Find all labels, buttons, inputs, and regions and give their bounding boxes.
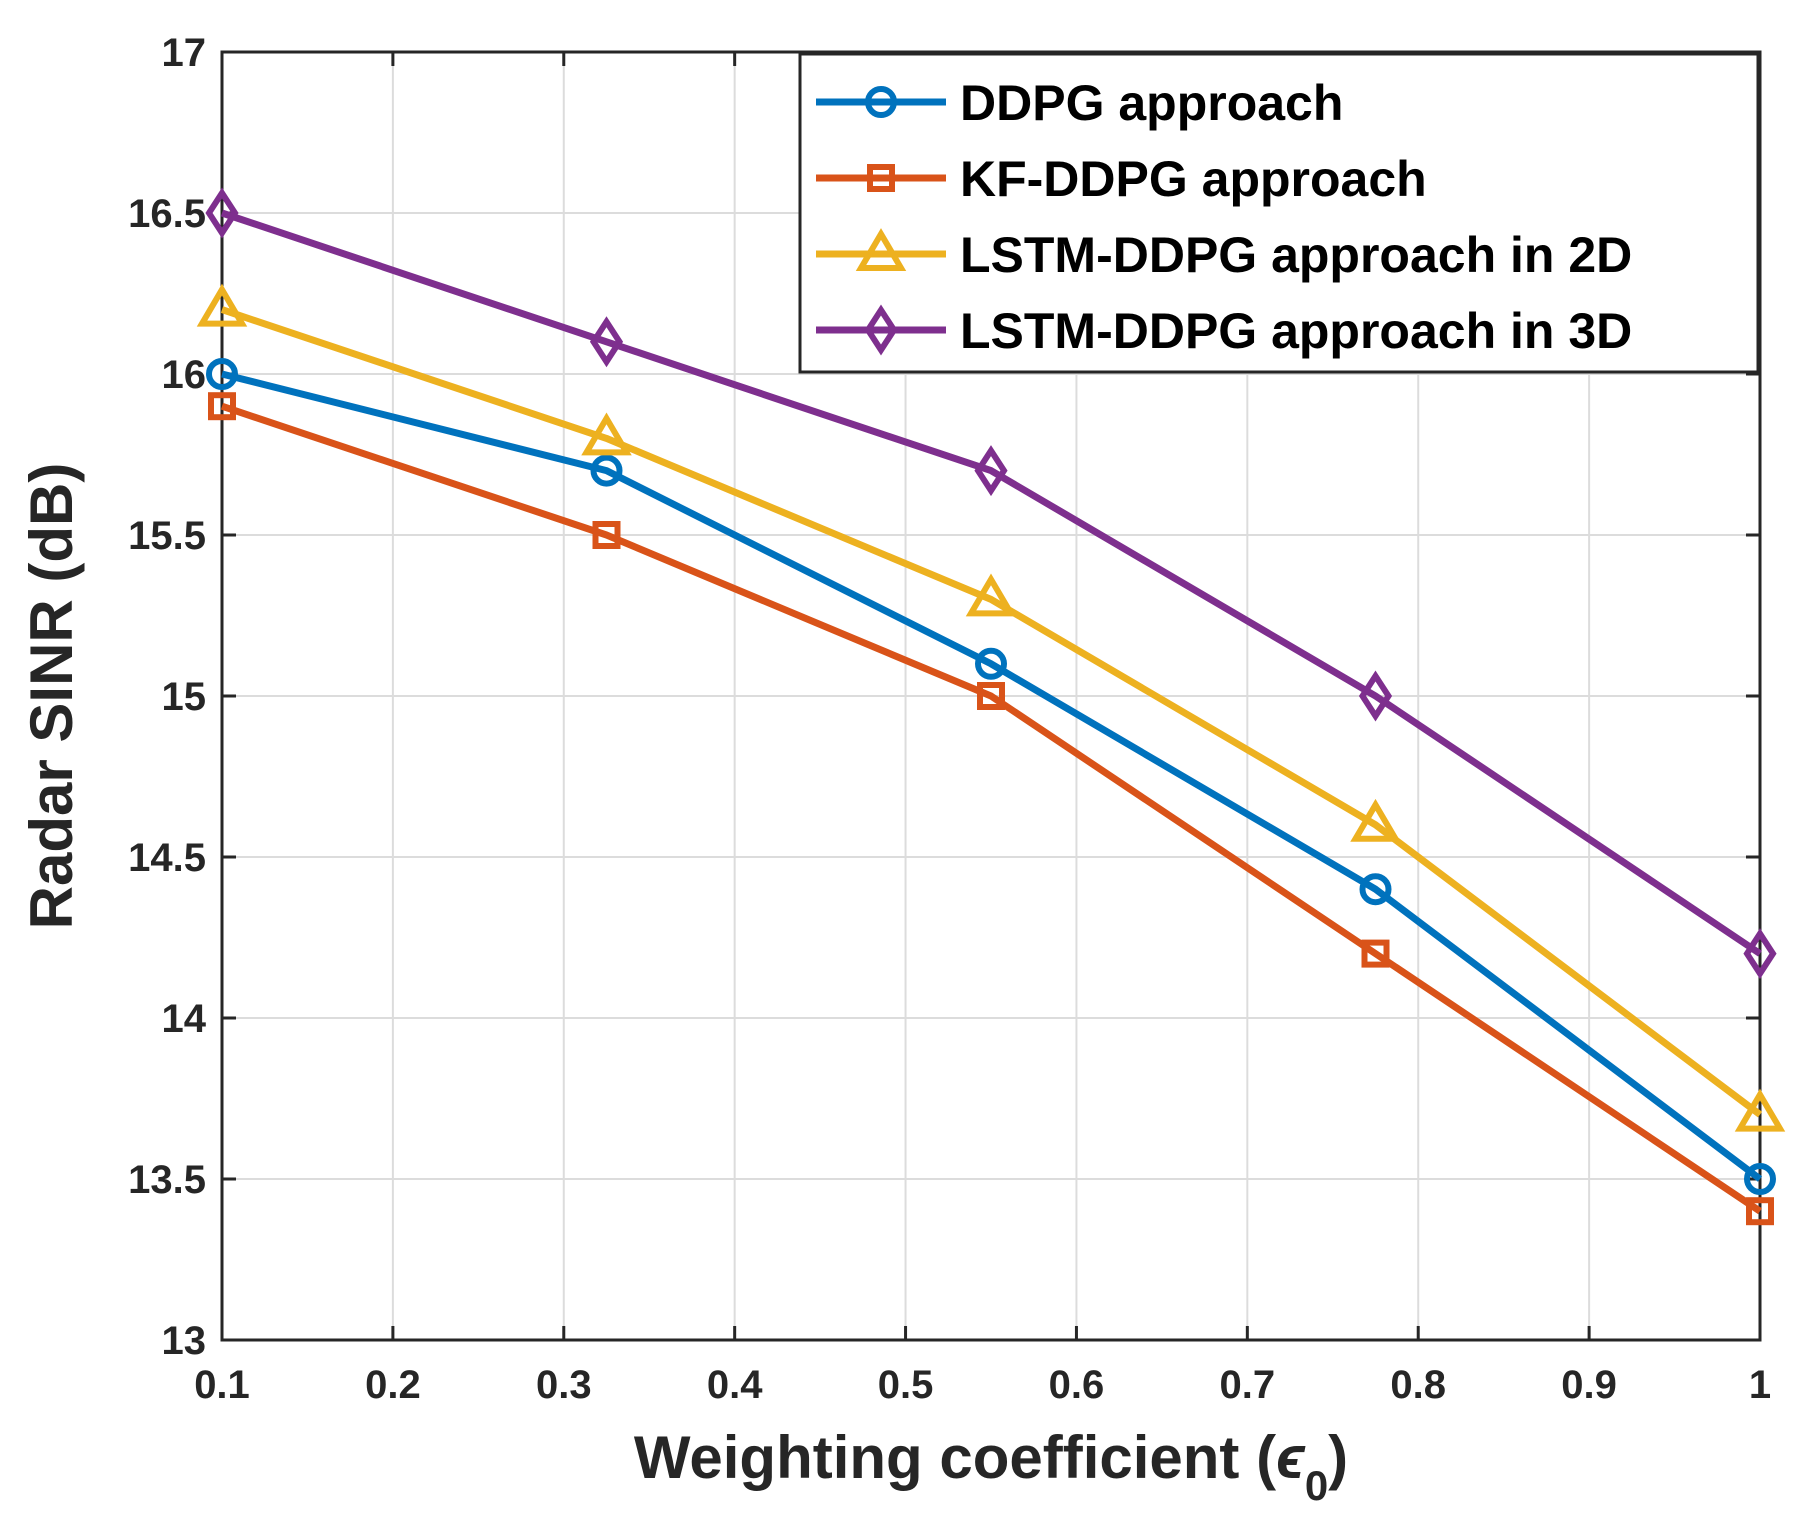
- data-point-lstm-ddpg-approach-in-2d: [196, 283, 248, 327]
- data-point-ddpg-approach: [206, 358, 238, 390]
- y-axis-title: Radar SINR (dB): [18, 463, 85, 930]
- legend-marker: [855, 228, 907, 271]
- data-point-lstm-ddpg-approach-in-2d: [965, 573, 1017, 617]
- x-tick-label: 0.5: [878, 1363, 934, 1407]
- legend-box: [798, 52, 1760, 374]
- series-line-kf-ddpg-approach: [220, 402, 1762, 1215]
- y-tick-label: 17: [162, 31, 207, 75]
- y-tick-label: 16: [162, 353, 207, 397]
- y-tick-label: 16.5: [128, 192, 206, 236]
- data-point-kf-ddpg-approach: [592, 521, 621, 549]
- legend-item: LSTM-DDPG approach in 2D: [816, 227, 1632, 283]
- y-tick-label: 13: [162, 1319, 207, 1363]
- series-kf-ddpg-approach: [208, 392, 1774, 1226]
- y-tick-label: 14: [162, 997, 207, 1041]
- legend-item: KF-DDPG approach: [816, 151, 1427, 207]
- data-point-ddpg-approach: [1744, 1163, 1776, 1195]
- series-ddpg-approach: [206, 358, 1776, 1195]
- legend-label: KF-DDPG approach: [960, 151, 1427, 207]
- data-point-lstm-ddpg-approach-in-2d: [1350, 798, 1401, 842]
- series-line-ddpg-approach: [221, 370, 1763, 1182]
- data-point-lstm-ddpg-approach-in-3d: [1743, 928, 1777, 980]
- series-line-lstm-ddpg-approach-in-2d: [220, 306, 1763, 1118]
- x-tick-label: 0.9: [1561, 1363, 1617, 1407]
- x-tick-label: 0.4: [707, 1363, 763, 1407]
- y-tick-label: 14.5: [128, 836, 206, 880]
- x-axis-title-subscript: 0: [1305, 1462, 1328, 1509]
- x-tick-label: 0.3: [536, 1363, 592, 1407]
- data-point-ddpg-approach: [590, 454, 623, 487]
- x-tick-label: 0.2: [365, 1363, 421, 1407]
- x-axis-title-close: ): [1328, 1424, 1348, 1491]
- legend-marker: [867, 164, 895, 192]
- legend-item: DDPG approach: [816, 75, 1343, 131]
- legend-label: LSTM-DDPG approach in 2D: [960, 227, 1632, 283]
- x-tick-labels: 0.1 0.2 0.3 0.4 0.5 0.6 0.7 0.8 0.9 1: [194, 1363, 1771, 1407]
- x-tick-label: 0.6: [1049, 1363, 1105, 1407]
- series-lstm-ddpg-approach-in-2d: [196, 283, 1786, 1132]
- x-axis-title: Weighting coefficient (ϵ0): [634, 1424, 1348, 1509]
- legend-item: LSTM-DDPG approach in 3D: [816, 303, 1632, 359]
- y-tick-label: 13.5: [128, 1158, 206, 1202]
- data-point-kf-ddpg-approach: [1361, 939, 1390, 968]
- data-point-kf-ddpg-approach: [208, 392, 236, 421]
- x-tick-label: 1: [1749, 1363, 1771, 1407]
- legend-label: DDPG approach: [960, 75, 1343, 131]
- data-point-lstm-ddpg-approach-in-3d: [1358, 670, 1393, 722]
- legend-marker: [865, 86, 897, 118]
- data-point-ddpg-approach: [975, 647, 1007, 680]
- series-lstm-ddpg-approach-in-3d: [205, 187, 1777, 980]
- series: [196, 187, 1786, 1226]
- legend-label: LSTM-DDPG approach in 3D: [960, 303, 1632, 359]
- legend-marker: [864, 304, 898, 356]
- x-axis-title-symbol: ϵ: [1276, 1424, 1306, 1491]
- data-point-kf-ddpg-approach: [1746, 1197, 1774, 1226]
- x-tick-label: 0.1: [194, 1363, 250, 1407]
- data-point-lstm-ddpg-approach-in-2d: [1734, 1088, 1786, 1132]
- y-tick-label: 15: [162, 675, 207, 719]
- legend: DDPG approach KF-DDPG approach LSTM-DDPG a…: [798, 52, 1760, 374]
- data-point-ddpg-approach: [1359, 873, 1392, 906]
- x-axis-title-text: Weighting coefficient (: [634, 1424, 1276, 1491]
- data-point-lstm-ddpg-approach-in-2d: [581, 412, 632, 456]
- data-point-lstm-ddpg-approach-in-3d: [974, 445, 1008, 497]
- data-point-kf-ddpg-approach: [977, 682, 1005, 710]
- series-line-lstm-ddpg-approach-in-3d: [220, 209, 1762, 957]
- y-tick-labels: 13 13.5 14 14.5 15 15.5 16 16.5 17: [128, 31, 207, 1363]
- x-tick-label: 0.7: [1220, 1363, 1276, 1407]
- data-point-lstm-ddpg-approach-in-3d: [205, 187, 239, 239]
- y-tick-label: 15.5: [128, 514, 206, 558]
- x-tick-label: 0.8: [1390, 1363, 1446, 1407]
- data-point-lstm-ddpg-approach-in-3d: [589, 316, 624, 368]
